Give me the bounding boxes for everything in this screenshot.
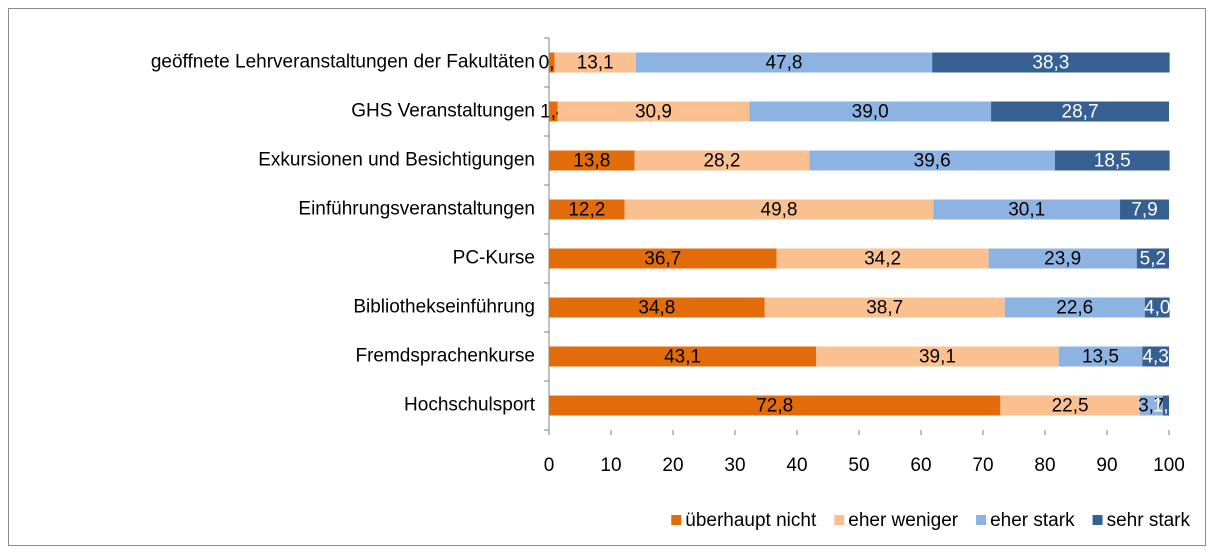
x-tick-label: 60 xyxy=(910,455,931,476)
data-label: 39,1 xyxy=(919,347,956,368)
bar-segment xyxy=(549,101,558,122)
data-label: 39,6 xyxy=(914,151,951,172)
legend-swatch xyxy=(671,515,682,525)
data-label: 43,1 xyxy=(664,347,701,368)
data-label: 4,3 xyxy=(1142,347,1168,368)
data-label: 4,0 xyxy=(1144,298,1170,319)
legend-label: eher stark xyxy=(990,510,1075,531)
bar-segment xyxy=(549,248,777,269)
data-label: 36,7 xyxy=(644,249,681,270)
y-tick-label: geöffnete Lehrveranstaltungen der Fakult… xyxy=(151,52,535,73)
bar-segment xyxy=(933,199,1121,220)
x-tick-label: 90 xyxy=(1096,455,1117,476)
legend-label: eher weniger xyxy=(848,510,959,531)
x-tick-label: 0 xyxy=(544,455,555,476)
y-tick-label: Exkursionen und Besichtigungen xyxy=(258,150,535,171)
legend-label: überhaupt nicht xyxy=(685,510,817,531)
data-label: 34,2 xyxy=(864,249,901,270)
data-label: 72,8 xyxy=(756,396,793,417)
y-tick-label: PC-Kurse xyxy=(453,248,535,269)
bar-segment xyxy=(991,101,1169,122)
bar-segment xyxy=(549,150,635,171)
bar-segment xyxy=(1000,395,1140,416)
data-label: 1,0 xyxy=(1153,396,1179,417)
y-tick-label: Fremdsprachenkurse xyxy=(355,346,535,367)
x-tick-label: 10 xyxy=(600,455,621,476)
legend-swatch xyxy=(976,515,987,525)
bar-segment xyxy=(554,52,636,73)
bar-segment xyxy=(988,248,1137,269)
bar-segment xyxy=(1058,346,1143,367)
y-tick-label: GHS Veranstaltungen xyxy=(351,101,535,122)
legend-swatch xyxy=(1092,515,1103,525)
bar-segment xyxy=(549,395,1001,416)
legend-label: sehr stark xyxy=(1107,510,1191,531)
bar-segment xyxy=(624,199,934,220)
bar-segment xyxy=(749,101,992,122)
data-label: 28,2 xyxy=(703,151,740,172)
data-label: 38,7 xyxy=(866,298,903,319)
bar-segment xyxy=(549,346,817,367)
legend-swatch xyxy=(834,515,845,525)
data-label: 39,0 xyxy=(852,102,889,123)
data-label: 30,1 xyxy=(1008,200,1045,221)
bar-segment xyxy=(776,248,989,269)
bar-segment xyxy=(1004,297,1145,318)
data-label: 38,3 xyxy=(1032,53,1069,74)
bar-segment xyxy=(1162,395,1169,416)
bar-segment xyxy=(1120,199,1169,220)
bar-segment xyxy=(816,346,1059,367)
bar-segment xyxy=(549,297,765,318)
data-label: 30,9 xyxy=(635,102,672,123)
y-tick-label: Einführungsveranstaltungen xyxy=(298,199,535,220)
x-tick-label: 30 xyxy=(724,455,745,476)
data-label: 18,5 xyxy=(1094,151,1131,172)
data-label: 13,8 xyxy=(573,151,610,172)
bar-segment xyxy=(635,52,933,73)
data-label: 23,9 xyxy=(1044,249,1081,270)
data-label: 28,7 xyxy=(1062,102,1099,123)
bar-segment xyxy=(1054,150,1170,171)
x-tick-label: 100 xyxy=(1153,455,1185,476)
data-label: 12,2 xyxy=(568,200,605,221)
bar-segment xyxy=(1144,297,1170,318)
data-label: 22,6 xyxy=(1056,298,1093,319)
data-label: 47,8 xyxy=(765,53,802,74)
data-label: 13,1 xyxy=(577,53,614,74)
data-label: 34,8 xyxy=(638,298,675,319)
y-tick-label: Hochschulsport xyxy=(404,395,536,416)
bar-segment xyxy=(932,52,1170,73)
bar-segment xyxy=(764,297,1005,318)
data-label: 13,5 xyxy=(1082,347,1119,368)
x-tick-label: 20 xyxy=(662,455,683,476)
bar-segment xyxy=(557,101,750,122)
bar-segment xyxy=(549,199,625,220)
bar-segment xyxy=(809,150,1055,171)
data-label: 3,7 xyxy=(1138,396,1164,417)
chart-frame xyxy=(8,8,1206,546)
x-tick-label: 50 xyxy=(848,455,869,476)
x-tick-label: 40 xyxy=(786,455,807,476)
bar-segment xyxy=(549,52,555,73)
data-label: 49,8 xyxy=(761,200,798,221)
bar-segment xyxy=(1136,248,1169,269)
bar-segment xyxy=(1142,346,1169,367)
data-label: 7,9 xyxy=(1131,200,1157,221)
y-tick-label: Bibliothekseinführung xyxy=(353,297,535,318)
x-tick-label: 70 xyxy=(972,455,993,476)
data-label: 5,2 xyxy=(1140,249,1166,270)
bar-segment xyxy=(1139,395,1163,416)
x-tick-label: 80 xyxy=(1034,455,1055,476)
data-label: 22,5 xyxy=(1052,396,1089,417)
bar-segment xyxy=(634,150,810,171)
